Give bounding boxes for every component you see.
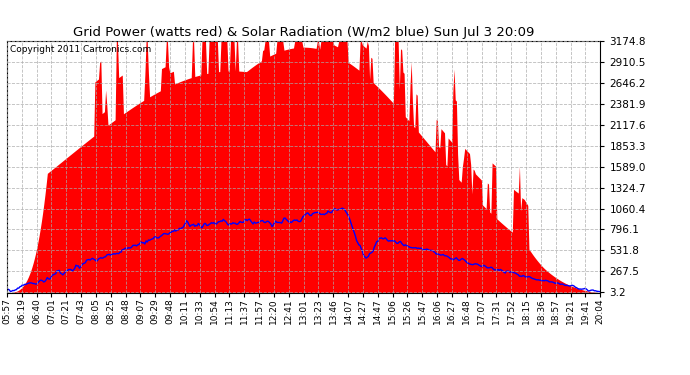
Title: Grid Power (watts red) & Solar Radiation (W/m2 blue) Sun Jul 3 20:09: Grid Power (watts red) & Solar Radiation… (73, 26, 534, 39)
Text: Copyright 2011 Cartronics.com: Copyright 2011 Cartronics.com (10, 45, 151, 54)
